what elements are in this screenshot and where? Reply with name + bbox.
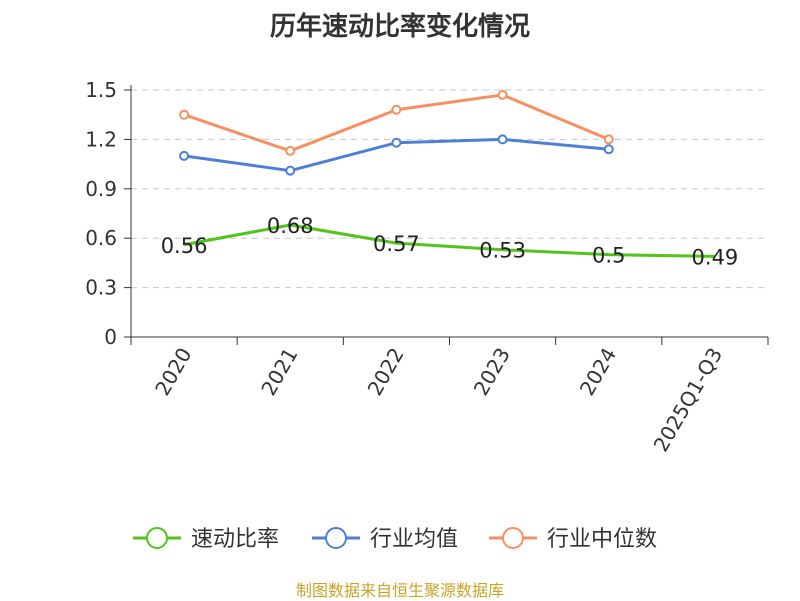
data-labels: 0.56 0.68 0.57 0.53 0.5 0.49 <box>161 214 739 269</box>
data-point <box>603 144 614 155</box>
x-tick-label: 2025Q1-Q3 <box>649 344 728 456</box>
y-tick-label: 0 <box>104 325 117 349</box>
y-tick-label: 0.3 <box>85 276 117 300</box>
legend-item-1: 行业均值 <box>312 527 458 552</box>
x-tick-label: 2023 <box>469 344 515 400</box>
legend: 速动比率 行业均值 行业中位数 <box>133 527 657 552</box>
legend-marker-icon <box>502 527 524 549</box>
y-tick-label: 1.5 <box>85 78 117 102</box>
source-note: 制图数据来自恒生聚源数据库 <box>295 581 504 600</box>
grid-lines <box>131 89 768 289</box>
legend-label: 行业均值 <box>370 527 458 552</box>
data-point <box>391 104 402 115</box>
chart-title: 历年速动比率变化情况 <box>269 12 530 42</box>
legend-label: 行业中位数 <box>547 527 657 552</box>
x-tick-label: 2022 <box>363 344 409 400</box>
series-line-0 <box>183 223 715 258</box>
data-label: 0.56 <box>161 234 208 258</box>
legend-marker-icon <box>146 527 168 549</box>
data-label: 0.53 <box>479 239 526 263</box>
y-tick-label: 1.2 <box>85 127 117 151</box>
data-point <box>497 89 508 100</box>
legend-item-2: 行业中位数 <box>489 527 657 552</box>
legend-label: 速动比率 <box>191 527 279 552</box>
legend-marker-icon <box>325 527 347 549</box>
axes: 0 0.3 0.6 0.9 1.2 1.5 2020 2021 2022 2023 2024 2025… <box>85 78 769 456</box>
data-label: 0.68 <box>267 214 314 238</box>
data-point <box>285 165 296 176</box>
data-point <box>603 134 614 145</box>
data-point <box>285 145 296 156</box>
series-lines <box>179 89 715 258</box>
data-point <box>391 137 402 148</box>
data-label: 0.49 <box>692 245 739 269</box>
x-tick-label: 2024 <box>575 344 621 400</box>
x-tick-label: 2021 <box>256 344 302 400</box>
data-point <box>179 150 190 161</box>
y-tick-label: 0.9 <box>85 177 117 201</box>
data-label: 0.5 <box>592 244 625 268</box>
legend-item-0: 速动比率 <box>133 527 279 552</box>
x-tick-label: 2020 <box>150 344 196 400</box>
data-point <box>497 134 508 145</box>
y-tick-label: 0.6 <box>85 226 117 250</box>
data-point <box>179 109 190 120</box>
data-label: 0.57 <box>373 232 420 256</box>
